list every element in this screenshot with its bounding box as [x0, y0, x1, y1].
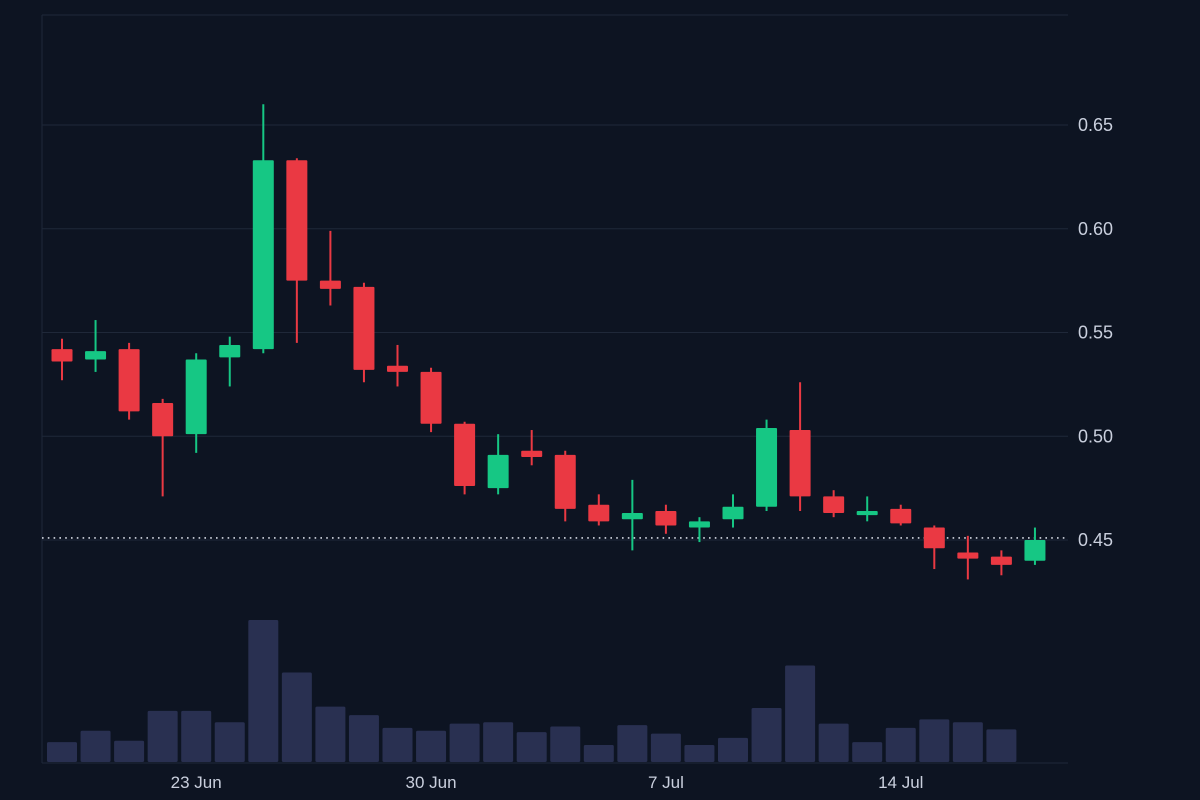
volume-bar[interactable] [80, 730, 111, 762]
volume-bar[interactable] [382, 727, 413, 762]
volume-bar[interactable] [751, 708, 782, 762]
candle-body[interactable] [990, 556, 1012, 565]
volume-bar[interactable] [315, 706, 346, 762]
volume-bar[interactable] [852, 742, 883, 762]
y-axis-label: 0.60 [1078, 219, 1113, 239]
candle-body[interactable] [319, 280, 341, 289]
volume-bar[interactable] [348, 715, 379, 762]
volume-bar[interactable] [114, 740, 145, 762]
volume-bar[interactable] [281, 672, 312, 762]
volume-bar[interactable] [718, 737, 748, 762]
candle-body[interactable] [420, 371, 442, 424]
volume-bar[interactable] [952, 722, 983, 762]
candle-body[interactable] [621, 513, 643, 520]
candle-body[interactable] [1024, 540, 1046, 561]
volume-bar[interactable] [785, 665, 816, 762]
candle-body[interactable] [286, 160, 308, 281]
volume-bar[interactable] [684, 744, 715, 762]
candle-body[interactable] [85, 351, 107, 360]
y-axis-label: 0.45 [1078, 530, 1113, 550]
volume-bar[interactable] [181, 710, 212, 762]
volume-bar[interactable] [47, 742, 77, 762]
volume-bar[interactable] [516, 732, 547, 762]
candle-body[interactable] [219, 344, 241, 358]
candle-body[interactable] [756, 427, 778, 507]
candle-body[interactable] [957, 552, 979, 559]
volume-bar[interactable] [919, 719, 950, 762]
y-axis-label: 0.55 [1078, 323, 1113, 343]
y-axis-label: 0.65 [1078, 115, 1113, 135]
x-axis-label: 30 Jun [406, 773, 457, 792]
candle-body[interactable] [118, 349, 140, 412]
volume-bar[interactable] [147, 710, 178, 762]
volume-bar[interactable] [650, 733, 681, 762]
candle-body[interactable] [387, 365, 408, 372]
x-axis-label: 7 Jul [648, 773, 684, 792]
volume-bar[interactable] [583, 744, 614, 762]
candle-body[interactable] [588, 504, 610, 522]
volume-bar[interactable] [617, 725, 648, 762]
candle-body[interactable] [487, 454, 509, 489]
candle-body[interactable] [185, 359, 207, 435]
volume-bar[interactable] [885, 727, 916, 762]
candle-body[interactable] [51, 349, 73, 362]
volume-bar[interactable] [550, 726, 581, 763]
candle-body[interactable] [454, 423, 476, 487]
volume-bar[interactable] [818, 723, 849, 762]
x-axis-label: 14 Jul [878, 773, 923, 792]
candle-body[interactable] [688, 521, 710, 528]
volume-bar[interactable] [986, 729, 1017, 762]
candle-body[interactable] [923, 527, 945, 549]
candle-body[interactable] [890, 508, 912, 524]
candle-body[interactable] [554, 454, 576, 509]
candle-body[interactable] [252, 160, 274, 350]
candle-body[interactable] [152, 403, 174, 437]
candle-body[interactable] [655, 510, 677, 526]
volume-bar[interactable] [449, 723, 480, 762]
volume-bar[interactable] [483, 722, 514, 762]
x-axis-label: 23 Jun [171, 773, 222, 792]
volume-bar[interactable] [214, 722, 245, 762]
y-axis-label: 0.50 [1078, 426, 1113, 446]
volume-bar[interactable] [416, 730, 447, 762]
candle-body[interactable] [823, 496, 845, 514]
candle-body[interactable] [521, 450, 543, 457]
candle-body[interactable] [789, 430, 811, 497]
volume-bar[interactable] [248, 620, 279, 762]
candle-body[interactable] [856, 510, 878, 516]
candle-body[interactable] [722, 506, 744, 520]
candle-body[interactable] [353, 286, 375, 370]
